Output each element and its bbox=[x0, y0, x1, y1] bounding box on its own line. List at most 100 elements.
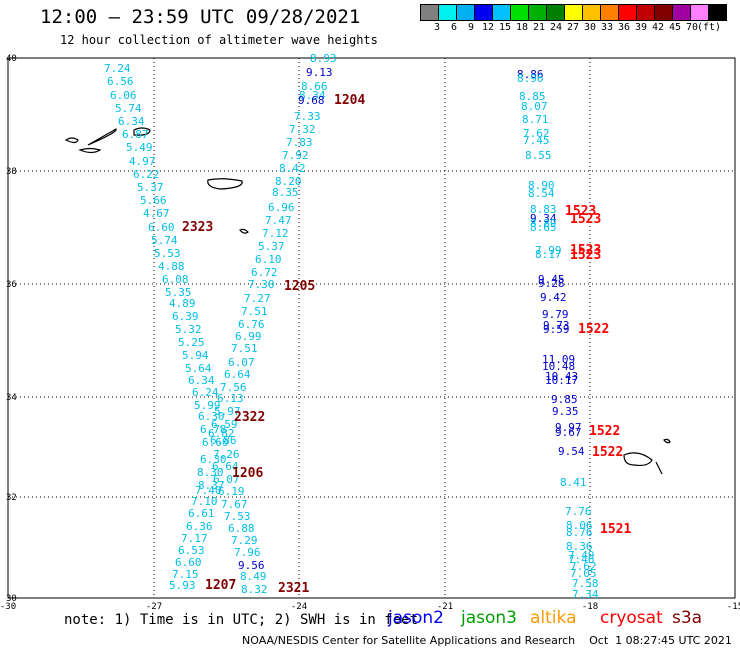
island-sao-jorge bbox=[87, 128, 117, 146]
wave-height-value: 6.96 bbox=[268, 201, 295, 214]
longitude-label: -27 bbox=[146, 602, 162, 612]
wave-height-value: 8.37 bbox=[198, 479, 225, 492]
wave-height-value: 7.58 bbox=[572, 577, 599, 590]
wave-height-value: 7.26 bbox=[213, 448, 240, 461]
wave-height-value: 5.53 bbox=[154, 247, 181, 260]
wave-height-value: 6.39 bbox=[172, 310, 199, 323]
color-swatch bbox=[673, 4, 691, 21]
wave-height-value: 7.40 bbox=[195, 484, 222, 497]
wave-height-value: 9.97 bbox=[555, 421, 582, 434]
wave-height-value: 7.92 bbox=[282, 149, 309, 162]
wave-height-value: 9.28 bbox=[538, 277, 565, 290]
color-swatch bbox=[475, 4, 493, 21]
wave-height-value: 6.10 bbox=[255, 253, 282, 266]
wave-height-value: 8.71 bbox=[522, 113, 549, 126]
color-swatch bbox=[529, 4, 547, 21]
wave-height-value: 6.53 bbox=[178, 544, 205, 557]
wave-height-value: 8.34 bbox=[299, 89, 326, 102]
wave-height-value: 5.49 bbox=[126, 141, 153, 154]
island-terceira bbox=[207, 178, 243, 190]
wave-height-value: 6.36 bbox=[186, 520, 213, 533]
wave-height-value: 7.83 bbox=[286, 136, 313, 149]
island-desertas bbox=[655, 461, 663, 475]
wave-height-value: 8.30 bbox=[197, 466, 224, 479]
pass-time-label: 1523 bbox=[565, 204, 596, 219]
wave-height-value: 9.59 bbox=[543, 323, 570, 336]
wave-height-value: 9.13 bbox=[306, 66, 333, 79]
color-swatch bbox=[457, 4, 475, 21]
pass-time-label: 2323 bbox=[182, 220, 213, 235]
wave-height-value: 9.68 bbox=[298, 94, 325, 107]
wave-height-value: 6.06 bbox=[110, 89, 137, 102]
color-scale-label: 39 bbox=[634, 22, 648, 33]
wave-height-value: 6.08 bbox=[162, 273, 189, 286]
longitude-label: -30 bbox=[0, 602, 16, 612]
latitude-label: 30 bbox=[6, 594, 17, 604]
wave-height-value: 5.66 bbox=[140, 194, 167, 207]
wave-height-value: 6.82 bbox=[208, 427, 235, 440]
wave-height-value: 7.51 bbox=[241, 305, 268, 318]
wave-height-value: 9.54 bbox=[558, 445, 585, 458]
color-scale-label: 12 bbox=[481, 22, 495, 33]
pass-time-label: 1522 bbox=[592, 445, 623, 460]
pass-time-label: 1205 bbox=[284, 279, 315, 294]
wave-height-value: 7.05 bbox=[570, 567, 597, 580]
color-swatch bbox=[493, 4, 511, 21]
island-porto-santo bbox=[663, 438, 671, 444]
wave-height-value: 8.42 bbox=[279, 162, 306, 175]
color-scale-label: 27 bbox=[566, 22, 580, 33]
island-pico bbox=[78, 147, 102, 154]
wave-height-value: 7.24 bbox=[104, 62, 131, 75]
wave-height-value: 9.42 bbox=[540, 291, 567, 304]
color-scale-label: 33 bbox=[600, 22, 614, 33]
wave-height-value: 7.56 bbox=[220, 381, 247, 394]
wave-height-value: 9.34 bbox=[530, 212, 557, 225]
color-scale-label: 36 bbox=[617, 22, 631, 33]
color-scale-label: 21 bbox=[532, 22, 546, 33]
wave-height-value: 7.17 bbox=[181, 532, 208, 545]
wave-height-value: 6.88 bbox=[228, 522, 255, 535]
pass-time-label: 1523 bbox=[570, 248, 601, 263]
color-swatch bbox=[637, 4, 655, 21]
pass-time-label: 1204 bbox=[334, 93, 365, 108]
wave-height-value: 5.37 bbox=[258, 240, 285, 253]
color-scale-label: 15 bbox=[498, 22, 512, 33]
wave-height-value: 6.19 bbox=[218, 485, 245, 498]
wave-height-value: 7.33 bbox=[294, 110, 321, 123]
wave-height-value: 8.89 bbox=[530, 217, 557, 230]
island-faial bbox=[133, 127, 151, 136]
wave-height-value: 7.67 bbox=[221, 498, 248, 511]
wave-height-value: 8.90 bbox=[528, 179, 555, 192]
wave-height-value: 7.96 bbox=[234, 546, 261, 559]
wave-height-value: 4.67 bbox=[143, 207, 170, 220]
wave-height-value: 6.34 bbox=[188, 374, 215, 387]
wave-height-value: 5.35 bbox=[165, 286, 192, 299]
color-scale-labels: 3 6 9 12 15 18 21 24 27 30 33 36 39 42 45 70 (ft) bbox=[420, 22, 740, 36]
pass-time-label: 2321 bbox=[278, 581, 309, 596]
color-swatch bbox=[511, 4, 529, 21]
wave-height-value: 9.45 bbox=[538, 273, 565, 286]
wave-height-value: 9.73 bbox=[543, 319, 570, 332]
pass-time-label: 1523 bbox=[570, 243, 601, 258]
map-frame bbox=[7, 57, 736, 599]
island-madeira bbox=[623, 452, 653, 467]
color-swatch bbox=[547, 4, 565, 21]
wave-height-value: 5.97 bbox=[214, 405, 241, 418]
wave-height-value: 8.96 bbox=[517, 72, 544, 85]
wave-height-value: 6.72 bbox=[251, 266, 278, 279]
wave-height-value: 5.94 bbox=[182, 349, 209, 362]
wave-height-value: 8.66 bbox=[301, 80, 328, 93]
wave-height-value: 6.60 bbox=[148, 221, 175, 234]
wave-height-color-scale bbox=[420, 4, 727, 21]
pass-time-label: 1206 bbox=[232, 466, 263, 481]
wave-height-value: 10.48 bbox=[542, 360, 575, 373]
longitude-label: -15 bbox=[727, 602, 740, 612]
color-scale-label: 70 bbox=[685, 22, 699, 33]
island-small bbox=[239, 228, 249, 234]
legend-item-altika: altika bbox=[530, 608, 577, 628]
wave-height-value: 5.93 bbox=[169, 579, 196, 592]
map-grid bbox=[8, 58, 735, 598]
wave-height-value: 7.99 bbox=[535, 244, 562, 257]
wave-height-value: 8.35 bbox=[272, 186, 299, 199]
